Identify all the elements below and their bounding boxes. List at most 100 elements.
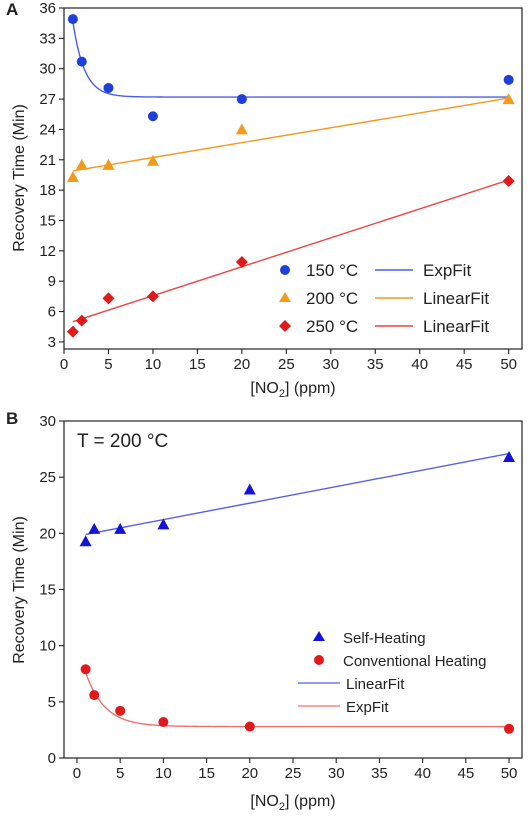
panel-a-x-tick-label: 20 [234,356,251,373]
panel-b-series-1-point [244,721,255,732]
legend-a-label-expfit: ExpFit [423,261,471,280]
legend-b-label-linearfit: LinearFit [346,676,405,693]
panel-a-fit-line-0 [72,21,509,98]
panel-a-x-tick-label: 45 [456,356,473,373]
panel-b-x-tick-label: 5 [116,765,124,782]
panel-a-x-tick-label: 15 [189,356,206,373]
panel-b-legend: Self-Heating Conventional Heating Linear… [298,630,486,716]
legend-a-label-150: 150 °C [306,261,358,280]
panel-a-fit-line-2 [72,179,509,323]
panel-b-x-tick-label: 10 [155,765,172,782]
panel-b-temperature-annotation: T = 200 °C [77,431,168,452]
panel-a: A 0 5 10 15 20 25 30 35 40 45 50 36912151821242730… [6,0,523,400]
panel-a-data-points [66,14,515,338]
panel-b-plot-frame [63,420,523,759]
panel-a-series-2-point [102,292,115,305]
panel-b-series-0-point [157,518,170,530]
legend-a-label-200: 200 °C [306,289,358,308]
panel-a-y-tick-label: 3 [48,334,56,351]
panel-a-series-2-point [235,255,248,268]
panel-b-series-0-point [503,450,516,462]
panel-b-data-points [79,450,516,734]
panel-a-series-0-point [503,74,514,85]
panel-b-y-axis: 0 5 10 15 20 25 30 [39,413,64,767]
panel-a-x-tick-label: 40 [411,356,428,373]
legend-a-marker-200 [279,292,291,302]
legend-a-label-linearfit-250: LinearFit [423,317,489,336]
legend-b-label-expfit: ExpFit [346,699,389,716]
panel-b-y-tick-label: 0 [48,750,56,767]
panel-b-series-0-point [243,483,256,495]
panel-b-y-tick-label: 30 [39,413,56,430]
panel-b-x-tick-label: 45 [457,765,474,782]
legend-b-marker-self-heating [313,631,325,641]
panel-a-y-tick-label: 12 [39,243,56,260]
panel-b-fit-line-0 [85,452,510,536]
panel-a-x-tick-label: 10 [145,356,162,373]
panel-a-y-axis-label: Recovery Time (Min) [11,104,28,252]
panel-b-fit-line-1 [84,672,510,728]
panel-b-x-tick-label: 40 [414,765,431,782]
panel-a-y-tick-label: 24 [39,121,56,138]
panel-a-y-tick-label: 6 [48,304,56,321]
panel-a-series-1-point [75,158,88,170]
panel-a-legend: 150 °C ExpFit 200 °C LinearFit 250 °C Li… [279,261,489,336]
panel-b-series-1-point [80,664,91,675]
panel-b-letter: B [6,409,18,428]
panel-a-x-axis: 0 5 10 15 20 25 30 35 40 45 50 [60,349,517,373]
panel-b-x-tick-label: 20 [241,765,258,782]
panel-a-y-tick-label: 30 [39,61,56,78]
panel-b-x-tick-label: 35 [371,765,388,782]
legend-a-label-250: 250 °C [306,317,358,336]
panel-b-y-tick-label: 10 [39,638,56,655]
panel-a-y-tick-label: 21 [39,152,56,169]
panel-a-x-tick-label: 35 [367,356,384,373]
panel-a-series-1-point [235,123,248,135]
panel-a-series-0-point [236,94,247,105]
panel-b-series-1-point [89,690,100,701]
panel-b-series-0-point [79,535,92,547]
panel-a-y-tick-label: 9 [48,273,56,290]
panel-a-x-tick-label: 25 [278,356,295,373]
panel-b-series-1-point [115,705,126,716]
legend-b-label-conventional: Conventional Heating [343,653,486,670]
panel-b-series-0-point [88,522,101,534]
panel-a-x-tick-label: 30 [322,356,339,373]
panel-b-x-axis-label: [NO2] (ppm) [250,793,335,813]
panel-a-y-tick-label: 18 [39,182,56,199]
panel-a-fit-lines [72,21,509,323]
panel-a-series-0-point [76,56,87,67]
panel-b-y-tick-label: 5 [48,694,56,711]
panel-b-y-tick-label: 20 [39,525,56,542]
legend-a-label-linearfit-200: LinearFit [423,289,489,308]
legend-a-marker-250 [279,320,291,332]
panel-a-series-2-point [66,325,79,338]
panel-b-fit-lines [84,452,510,728]
panel-a-series-2-point [502,175,515,188]
panel-b-y-tick-label: 25 [39,469,56,486]
panel-a-series-0-point [147,111,158,122]
legend-a-marker-150 [280,265,290,275]
panel-a-series-1-point [502,93,515,105]
legend-b-marker-conventional [314,655,324,665]
panel-a-series-2-point [146,290,159,303]
panel-b-series-1-point [504,723,515,734]
panel-b-x-tick-label: 30 [328,765,345,782]
panel-b-series-0-point [114,522,127,534]
panel-a-series-2-point [75,314,88,327]
panel-a-y-tick-label: 33 [39,30,56,47]
panel-b-y-axis-label: Recovery Time (Min) [11,516,28,664]
panel-b-x-tick-label: 50 [501,765,518,782]
legend-b-label-self-heating: Self-Heating [343,630,426,647]
panel-b-x-tick-label: 15 [198,765,215,782]
panel-a-series-1-point [102,158,115,170]
panel-a-y-tick-label: 36 [39,0,56,17]
panel-a-series-1-point [66,170,79,182]
panel-a-y-tick-label: 15 [39,212,56,229]
panel-a-x-axis-label: [NO2] (ppm) [250,380,335,400]
panel-b-y-tick-label: 15 [39,582,56,599]
panel-a-y-tick-label: 27 [39,91,56,108]
panel-b-x-tick-label: 25 [285,765,302,782]
panel-a-letter: A [6,0,18,19]
